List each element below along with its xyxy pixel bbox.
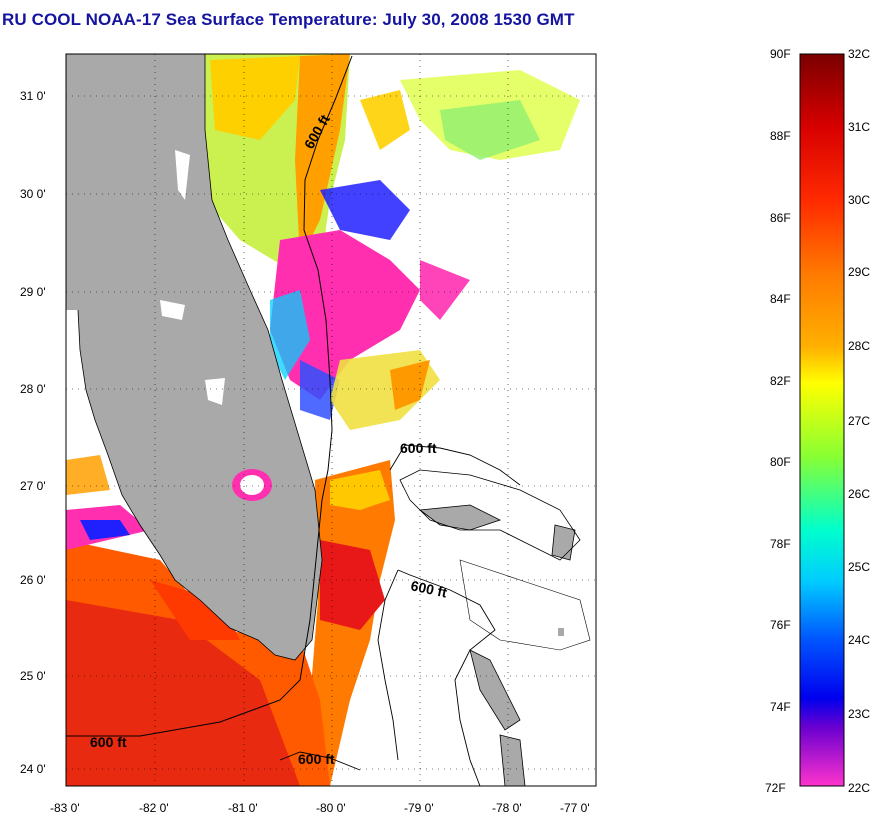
cb-c-label: 24C [848, 633, 870, 647]
lon-tick: -78 0' [492, 801, 522, 815]
cb-c-label: 26C [848, 487, 870, 501]
lat-tick: 25 0' [20, 669, 46, 683]
cb-f-label: 86F [770, 211, 791, 225]
lat-tick: 26 0' [20, 573, 46, 587]
cb-f-label: 76F [770, 618, 791, 632]
lat-tick: 30 0' [20, 187, 46, 201]
grid-lines [66, 54, 596, 786]
cb-c-label: 25C [848, 560, 870, 574]
lon-tick: -79 0' [404, 801, 434, 815]
cb-f-label: 78F [770, 537, 791, 551]
florida-land [66, 54, 323, 661]
lat-tick: 28 0' [20, 382, 46, 396]
contour-label: 600 ft [298, 751, 335, 767]
lat-tick: 31 0' [20, 89, 46, 103]
cb-c-label: 22C [848, 781, 870, 795]
map-title: RU COOL NOAA-17 Sea Surface Temperature:… [2, 10, 575, 29]
lat-tick: 27 0' [20, 479, 46, 493]
contour-label: 600 ft [400, 440, 437, 456]
cb-c-label: 28C [848, 339, 870, 353]
longitude-axis: -83 0' -82 0' -81 0' -80 0' -79 0' -78 0… [50, 801, 590, 815]
lon-tick: -82 0' [139, 801, 169, 815]
lon-tick: -77 0' [560, 801, 590, 815]
isobath-600ft-florida [66, 55, 353, 737]
cb-c-label: 27C [848, 414, 870, 428]
cb-c-label: 32C [848, 47, 870, 61]
cb-f-label: 72F [765, 781, 786, 795]
cb-c-label: 30C [848, 193, 870, 207]
map-frame [65, 53, 597, 787]
sst-field [66, 54, 596, 786]
cb-f-label: 80F [770, 455, 791, 469]
cb-c-label: 31C [848, 120, 870, 134]
lon-tick: -80 0' [316, 801, 346, 815]
colorbar-gradient [799, 53, 845, 787]
cb-f-label: 90F [770, 47, 791, 61]
lon-tick: -83 0' [50, 801, 80, 815]
latitude-axis: 31 0' 30 0' 29 0' 28 0' 27 0' 26 0' 25 0… [20, 89, 46, 776]
cb-f-label: 88F [770, 129, 791, 143]
cb-c-label: 23C [848, 707, 870, 721]
lat-tick: 24 0' [20, 762, 46, 776]
cb-f-label: 82F [770, 374, 791, 388]
contour-label: 600 ft [90, 734, 127, 750]
colorbar: 90F 88F 86F 84F 82F 80F 78F 76F 74F 72F … [765, 47, 870, 795]
cb-c-label: 29C [848, 265, 870, 279]
cb-f-label: 84F [770, 292, 791, 306]
cb-f-label: 74F [770, 700, 791, 714]
contour-label: 600 ft [409, 577, 448, 600]
lat-tick: 29 0' [20, 285, 46, 299]
lon-tick: -81 0' [228, 801, 258, 815]
colorbar-celsius-labels: 32C 31C 30C 29C 28C 27C 26C 25C 24C 23C … [848, 47, 870, 795]
colorbar-fahrenheit-labels: 90F 88F 86F 84F 82F 80F 78F 76F 74F 72F [765, 47, 791, 795]
